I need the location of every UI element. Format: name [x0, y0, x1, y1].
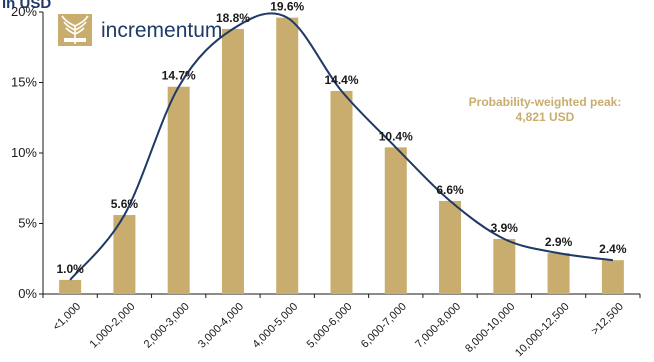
data-label: 2.4%: [599, 242, 627, 256]
y-tick-label: 5%: [18, 216, 37, 231]
bars: [59, 17, 624, 295]
bar: [439, 200, 462, 294]
data-label: 5.6%: [111, 197, 139, 211]
x-tick-label: 10,000-12,500: [513, 301, 572, 360]
data-label: 2.9%: [545, 235, 573, 249]
bar: [601, 260, 624, 294]
unit-label: in USD: [2, 0, 51, 12]
y-tick-label: 0%: [18, 286, 37, 301]
x-tick-labels: <1,000 1,000-2,000 2,000-3,000 3,000-4,000 4…: [51, 301, 626, 360]
logo-text: incrementum: [101, 19, 222, 42]
annotation-line-1: Probability-weighted peak:: [469, 95, 622, 109]
bar: [59, 279, 82, 294]
data-label: 14.7%: [162, 69, 196, 83]
x-tick-label: 1,000-2,000: [88, 301, 138, 351]
x-tick-label: 5,000-6,000: [305, 301, 355, 351]
data-label: 10.4%: [379, 129, 413, 143]
data-label: 3.9%: [491, 221, 519, 235]
axes: 0% 5% 10% 15% 20%: [11, 4, 641, 301]
bar: [221, 28, 244, 294]
x-tick-label: <1,000: [51, 301, 83, 333]
x-tick-label: 6,000-7,000: [359, 301, 409, 351]
x-tick-label: 8,000-10,000: [463, 301, 517, 355]
x-tick-label: 2,000-3,000: [142, 301, 192, 351]
x-tick-label: 7,000-8,000: [413, 301, 463, 351]
data-label: 1.0%: [56, 262, 84, 276]
y-tick-label: 15%: [11, 75, 37, 90]
bar: [113, 215, 136, 294]
distribution-curve-line: [69, 12, 614, 281]
bar: [493, 239, 516, 294]
peak-annotation: Probability-weighted peak: 4,821 USD: [469, 95, 622, 124]
x-tick-label: >12,500: [589, 301, 626, 338]
incrementum-logo: incrementum: [58, 14, 222, 46]
x-tick-label: 3,000-4,000: [196, 301, 246, 351]
annotation-line-2: 4,821 USD: [516, 110, 575, 124]
bar: [330, 90, 353, 295]
data-label: 18.8%: [216, 11, 250, 25]
y-tick-label: 20%: [11, 4, 37, 19]
data-label: 6.6%: [436, 183, 464, 197]
y-tick-label: 10%: [11, 145, 37, 160]
bar: [384, 147, 407, 294]
bar: [276, 17, 299, 294]
bar: [547, 253, 570, 294]
logo-emblem-icon: [58, 14, 92, 46]
data-labels: 1.0% 5.6% 14.7% 18.8% 19.6% 14.4% 10.4% 6.6% 3.9…: [56, 0, 626, 276]
data-label: 19.6%: [270, 0, 304, 14]
x-tick-label: 4,000-5,000: [250, 301, 300, 351]
data-label: 14.4%: [324, 73, 358, 87]
bar: [167, 86, 190, 294]
distribution-curve: [69, 12, 614, 281]
